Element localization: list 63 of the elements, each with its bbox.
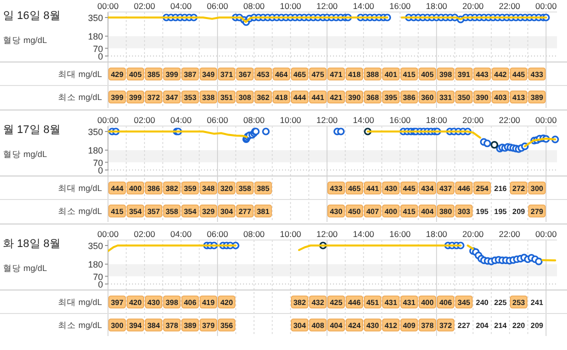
y-tick-label: 0 [98, 52, 103, 62]
x-tick-label: 14:00 [352, 229, 374, 239]
x-tick-label: 10:00 [280, 1, 302, 11]
y-tick-label: 0 [98, 280, 103, 290]
chart-title: 월 17일 8월 [3, 124, 60, 136]
x-tick-label: 00:00 [535, 1, 557, 11]
x-tick-label: 16:00 [389, 1, 411, 11]
x-tick-label: 18:00 [426, 115, 448, 125]
y-tick-label: 70 [92, 272, 103, 282]
x-tick-label: 06:00 [206, 115, 228, 125]
x-tick-label: 08:00 [243, 1, 265, 11]
y-tick-label: 최대 mg/dL [58, 297, 102, 307]
x-tick-label: 22:00 [498, 1, 520, 11]
x-tick-label: 18:00 [426, 229, 448, 239]
x-tick-label: 04:00 [170, 115, 192, 125]
chart-title: 화 18일 8월 [3, 238, 60, 250]
x-tick-label: 04:00 [170, 1, 192, 11]
x-tick-label: 12:00 [316, 229, 338, 239]
x-tick-label: 06:00 [206, 1, 228, 11]
x-tick-label: 00:00 [97, 1, 119, 11]
chart-title: 일 16일 8월 [3, 10, 60, 22]
x-tick-label: 10:00 [280, 115, 302, 125]
y-axis-title: 혈당 mg/dL [3, 263, 48, 273]
x-tick-label: 00:00 [97, 229, 119, 239]
x-tick-label: 02:00 [134, 229, 156, 239]
y-tick-label: 350 [88, 127, 103, 137]
x-tick-label: 20:00 [462, 229, 484, 239]
x-tick-label: 00:00 [535, 115, 557, 125]
x-tick-label: 14:00 [352, 1, 374, 11]
y-tick-label: 최소 mg/dL [58, 320, 102, 330]
y-tick-label: 최소 mg/dL [58, 206, 102, 216]
x-tick-label: 18:00 [426, 1, 448, 11]
x-tick-label: 06:00 [206, 229, 228, 239]
x-tick-label: 10:00 [280, 229, 302, 239]
y-tick-label: 0 [98, 166, 103, 176]
y-tick-label: 180 [88, 146, 103, 156]
x-tick-label: 20:00 [462, 1, 484, 11]
y-tick-label: 최대 mg/dL [58, 183, 102, 193]
x-tick-label: 22:00 [498, 229, 520, 239]
y-tick-label: 180 [88, 32, 103, 42]
x-tick-label: 16:00 [389, 229, 411, 239]
x-tick-label: 20:00 [462, 115, 484, 125]
x-tick-label: 00:00 [535, 229, 557, 239]
x-tick-label: 12:00 [316, 115, 338, 125]
y-axis-title: 혈당 mg/dL [3, 149, 48, 159]
y-tick-label: 최소 mg/dL [58, 92, 102, 102]
x-tick-label: 14:00 [352, 115, 374, 125]
y-tick-label: 70 [92, 158, 103, 168]
x-tick-label: 02:00 [134, 115, 156, 125]
y-axis-title: 혈당 mg/dL [3, 35, 48, 45]
x-tick-label: 12:00 [316, 1, 338, 11]
y-tick-label: 70 [92, 44, 103, 54]
x-tick-label: 16:00 [389, 115, 411, 125]
x-tick-label: 08:00 [243, 229, 265, 239]
y-tick-label: 180 [88, 260, 103, 270]
y-tick-label: 350 [88, 13, 103, 23]
y-tick-label: 350 [88, 241, 103, 251]
x-tick-label: 02:00 [134, 1, 156, 11]
x-tick-label: 08:00 [243, 115, 265, 125]
x-tick-label: 04:00 [170, 229, 192, 239]
y-tick-label: 최대 mg/dL [58, 69, 102, 79]
x-tick-label: 00:00 [97, 115, 119, 125]
x-tick-label: 22:00 [498, 115, 520, 125]
